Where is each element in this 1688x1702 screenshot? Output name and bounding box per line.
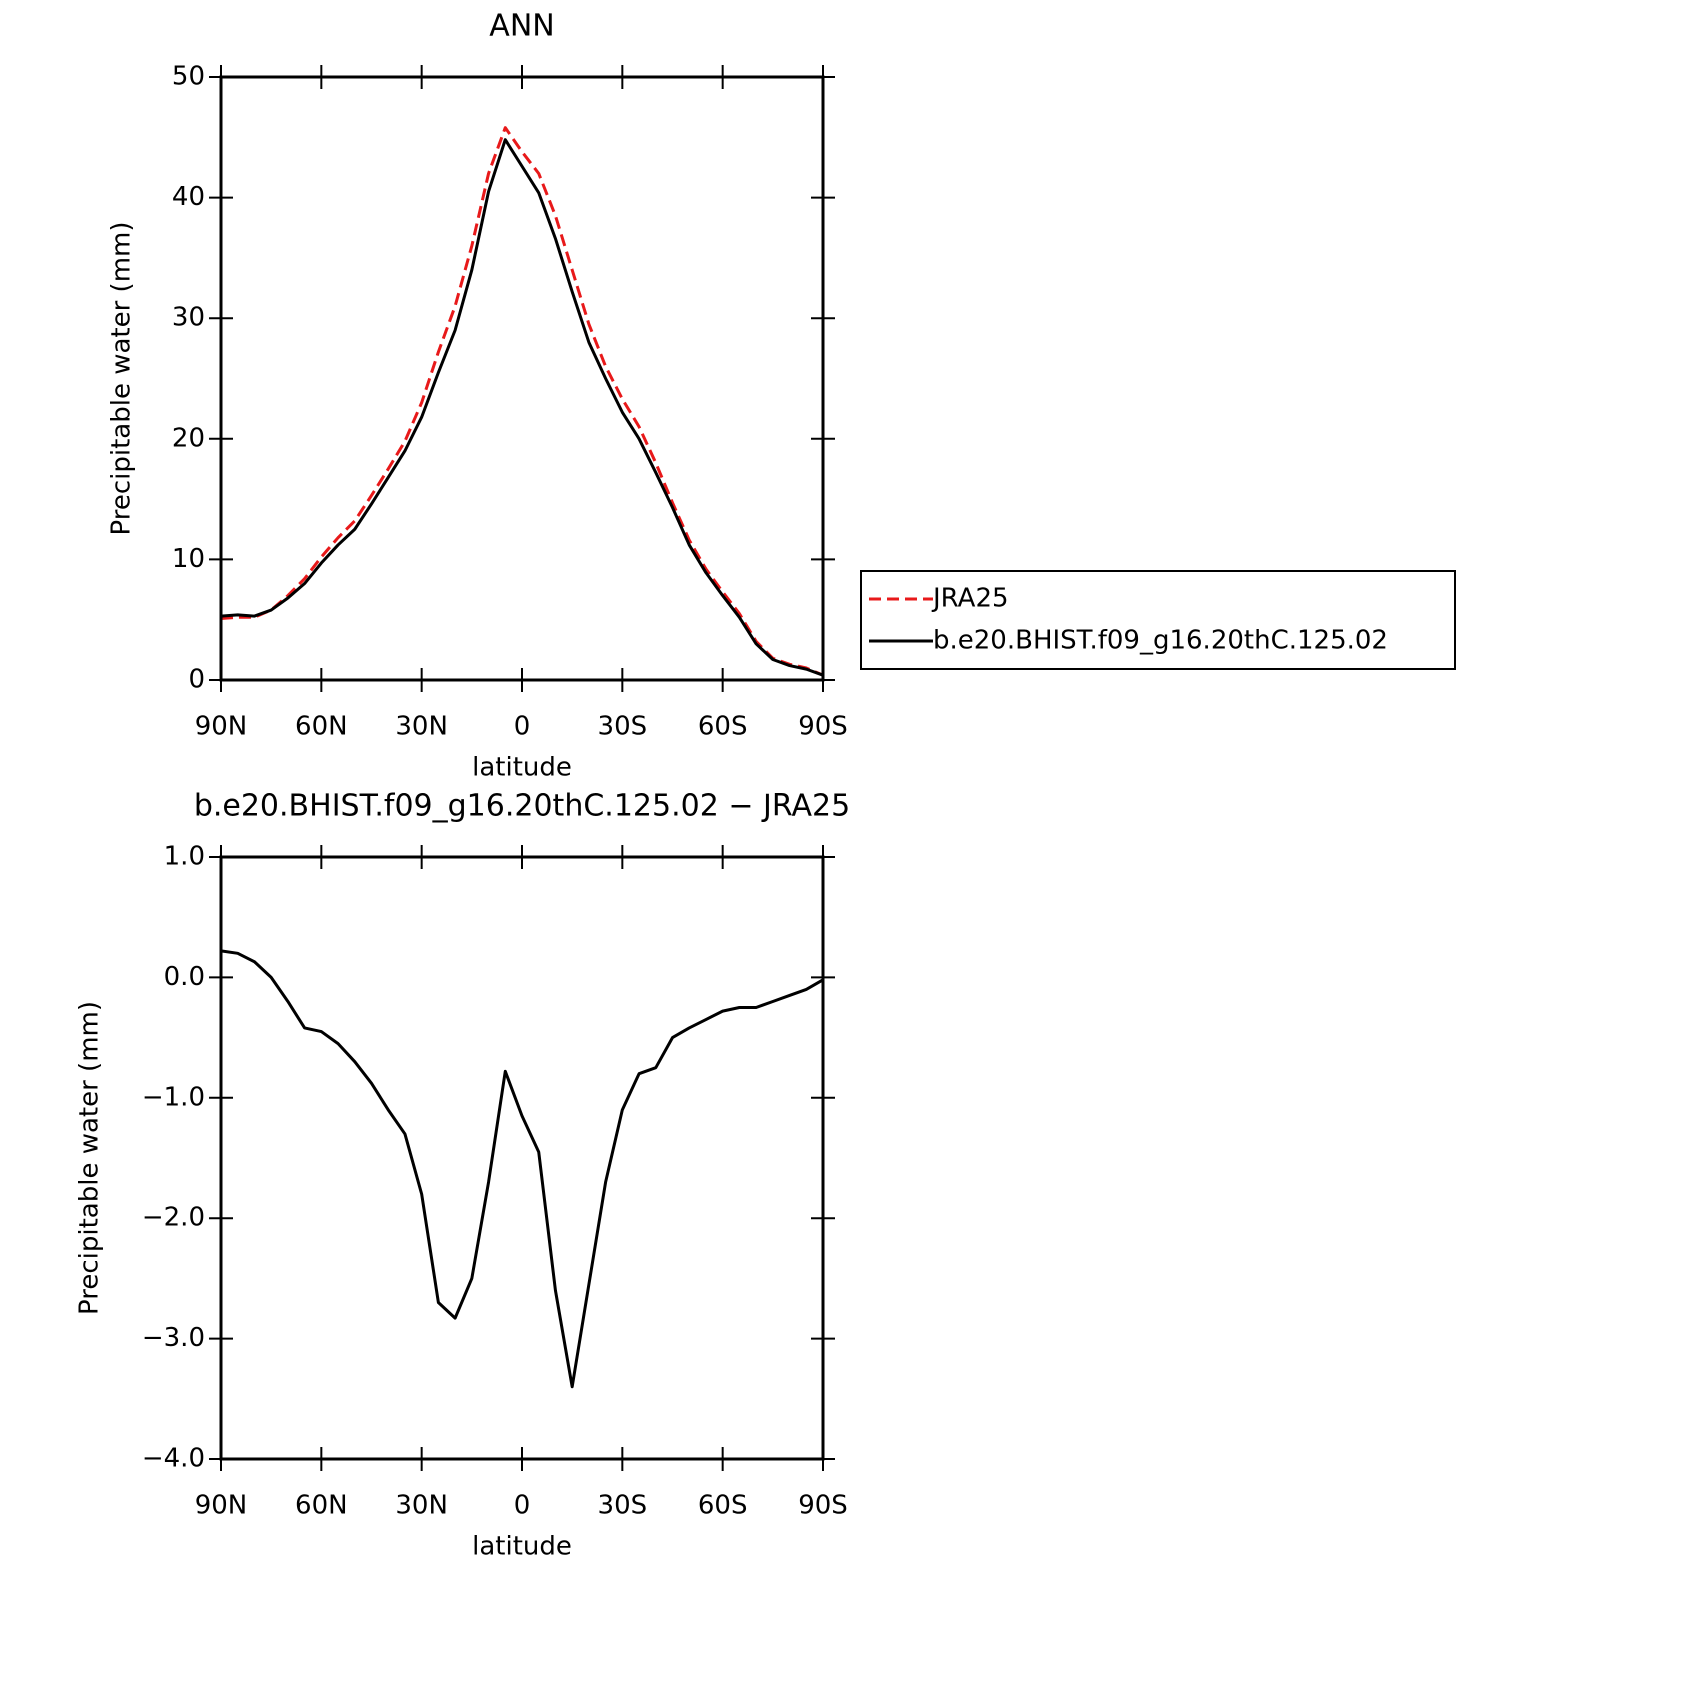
x-tick-label: 30S (598, 1491, 648, 1521)
data-line (220, 949, 824, 1389)
x-tick-label: 30S (598, 712, 648, 742)
y-axis-label: Precipitable water (mm) (75, 1001, 105, 1315)
y-tick-label: 0.0 (164, 962, 205, 992)
x-tick-label: 0 (514, 712, 531, 742)
y-tick-label: 1.0 (164, 842, 205, 872)
y-tick-label: 10 (172, 544, 205, 574)
legend-label: b.e20.BHIST.f09_g16.20thC.125.02 (933, 626, 1388, 656)
chart-title: ANN (489, 9, 554, 44)
chart-title: b.e20.BHIST.f09_g16.20thC.125.02 − JRA25 (194, 789, 850, 824)
legend-box (860, 570, 1456, 670)
x-axis-label: latitude (472, 753, 572, 783)
plot-frame (219, 75, 825, 682)
x-tick-label: 90S (798, 712, 848, 742)
y-tick-label: 50 (172, 62, 205, 92)
y-tick-label: −4.0 (142, 1444, 205, 1474)
y-tick-label: −1.0 (142, 1082, 205, 1112)
y-tick-label: 40 (172, 182, 205, 212)
y-tick-label: 20 (172, 423, 205, 453)
x-tick-label: 90N (195, 1491, 248, 1521)
x-tick-label: 30N (395, 1491, 448, 1521)
x-tick-label: 0 (514, 1491, 531, 1521)
x-tick-label: 60N (295, 712, 348, 742)
y-tick-label: 0 (188, 665, 205, 695)
x-tick-label: 60N (295, 1491, 348, 1521)
legend-label: JRA25 (931, 584, 1009, 614)
x-tick-label: 30N (395, 712, 448, 742)
x-axis-label: latitude (472, 1532, 572, 1562)
y-tick-label: −2.0 (142, 1203, 205, 1233)
y-tick-label: 30 (172, 303, 205, 333)
data-line (220, 126, 824, 677)
x-tick-label: 90N (195, 712, 248, 742)
data-line (220, 138, 824, 677)
plot-frame (219, 855, 825, 1461)
y-axis-label: Precipitable water (mm) (107, 222, 137, 536)
y-tick-label: −3.0 (142, 1323, 205, 1353)
x-tick-label: 60S (698, 1491, 748, 1521)
x-tick-label: 60S (698, 712, 748, 742)
x-tick-label: 90S (798, 1491, 848, 1521)
